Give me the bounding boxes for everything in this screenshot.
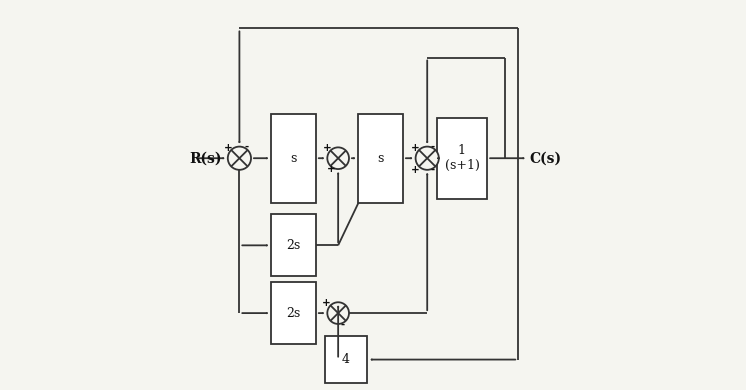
Circle shape [416,147,439,170]
Text: 2s: 2s [286,307,301,319]
Text: +: + [411,165,419,175]
Bar [437,117,487,199]
Text: +: + [322,298,331,308]
Bar [272,282,316,344]
Text: -: - [341,320,345,330]
Text: 4: 4 [342,353,350,366]
Circle shape [228,147,251,170]
Text: +: + [327,165,336,174]
Text: -: - [244,142,248,152]
Bar [272,215,316,277]
Text: -: - [430,165,434,175]
Text: -: - [431,142,435,152]
Text: +: + [322,143,331,153]
Text: 1  
(s+1): 1 (s+1) [445,144,480,172]
Text: +: + [223,143,232,153]
Text: s: s [377,152,384,165]
Bar [359,113,403,203]
Circle shape [327,302,349,324]
Circle shape [327,147,349,169]
Text: C(s): C(s) [530,151,562,165]
Text: +: + [411,143,419,153]
Bar [325,336,367,383]
Bar [272,113,316,203]
Text: R(s): R(s) [189,151,222,165]
Text: 2s: 2s [286,239,301,252]
Text: s: s [290,152,297,165]
